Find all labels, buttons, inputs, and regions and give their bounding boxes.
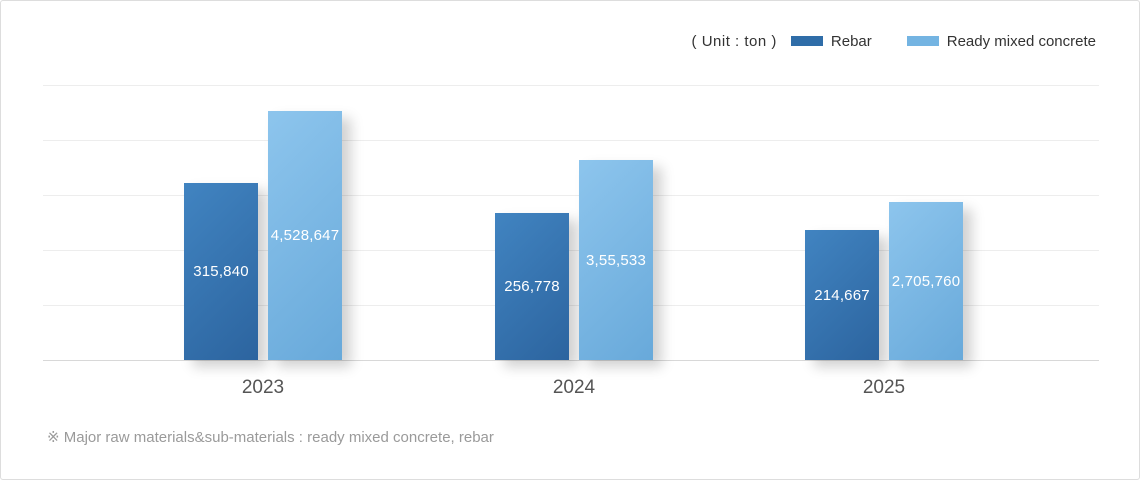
legend-swatch-ready-mixed-concrete-icon — [906, 36, 939, 46]
bar-value-label: 256,778 — [504, 278, 560, 295]
bar-rebar-2025: 214,667 — [805, 230, 879, 360]
legend-label-ready-mixed-concrete: Ready mixed concrete — [946, 32, 1096, 50]
x-axis-label-2025: 2025 — [862, 377, 906, 398]
bar-value-label: 4,528,647 — [270, 227, 340, 244]
bar-value-label: 315,840 — [193, 263, 249, 280]
gridline — [43, 85, 1099, 86]
footnote: ※ Major raw materials&sub-materials : re… — [47, 429, 494, 446]
unit-label: ( Unit : ton ) — [691, 32, 777, 50]
x-axis-label-2024: 2024 — [552, 377, 596, 398]
bar-value-label: 2,705,760 — [891, 272, 961, 290]
x-axis-label-2023: 2023 — [241, 377, 285, 398]
x-axis-baseline — [43, 360, 1099, 361]
gridline — [43, 305, 1099, 306]
gridline — [43, 195, 1099, 196]
bar-ready-mixed-concrete-2024: 3,55,533 — [579, 160, 653, 360]
bar-value-label: 3,55,533 — [586, 251, 646, 269]
gridline — [43, 140, 1099, 141]
legend: ( Unit : ton ) Rebar Ready mixed concret… — [692, 31, 1096, 51]
legend-item-rebar: Rebar — [790, 32, 872, 50]
bar-rebar-2023: 315,840 — [184, 183, 258, 360]
legend-swatch-rebar-icon — [790, 36, 823, 46]
bar-value-label: 214,667 — [814, 286, 870, 304]
bar-ready-mixed-concrete-2025: 2,705,760 — [889, 202, 963, 360]
legend-item-ready-mixed-concrete: Ready mixed concrete — [906, 32, 1096, 50]
bar-ready-mixed-concrete-2023: 4,528,647 — [268, 111, 342, 360]
legend-label-rebar: Rebar — [830, 32, 872, 50]
bar-rebar-2024: 256,778 — [495, 213, 569, 360]
gridline — [43, 250, 1099, 251]
